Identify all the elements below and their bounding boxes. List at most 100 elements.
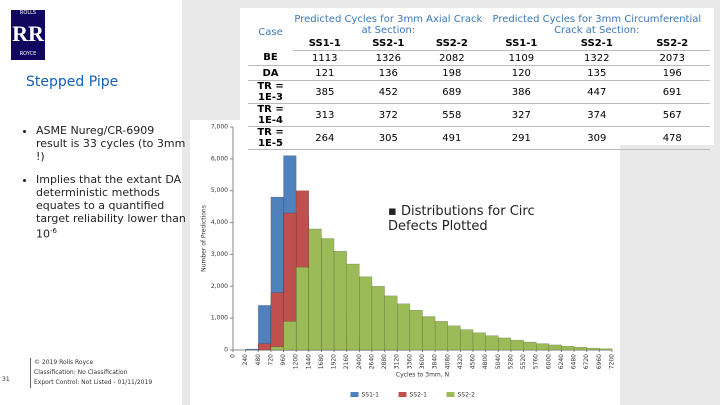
x-tick-label: 7200	[609, 354, 616, 369]
cell: 372	[356, 103, 421, 127]
bar	[359, 276, 373, 351]
bar	[599, 348, 613, 351]
table-row: TR = 1E-4 313 372 558 327 374 567	[248, 103, 710, 127]
bar	[270, 292, 284, 351]
bar	[409, 309, 423, 351]
legend-label: SS1-1	[362, 392, 380, 399]
header-cell: Case	[258, 26, 283, 38]
cell: 1113	[293, 50, 357, 66]
bar	[346, 263, 360, 351]
bar	[561, 345, 575, 351]
bar	[295, 266, 309, 351]
logo-mark: RR	[12, 21, 44, 46]
bar	[472, 332, 486, 351]
table-row: BE 1113 1326 2082 1109 1322 2073	[248, 50, 710, 66]
legend-swatch	[398, 392, 407, 397]
bar	[523, 341, 537, 351]
bar	[485, 335, 499, 351]
bar	[586, 347, 600, 351]
legend-label: SS2-2	[458, 392, 476, 399]
header-cell: Predicted Cycles for 3mm Circumferential…	[492, 14, 702, 36]
bullet: ASME Nureg/CR-6909 result is 33 cycles (…	[36, 124, 186, 163]
cell: 2073	[634, 50, 710, 66]
left-panel: ROLLS RR ROYCE Stepped Pipe ASME Nureg/C…	[0, 0, 186, 405]
y-tick-label: 3,000	[211, 251, 228, 258]
bar	[321, 238, 335, 351]
cell: 385	[293, 80, 357, 104]
table: Case Predicted Cycles for 3mm Axial Crack…	[248, 14, 710, 150]
bar	[270, 346, 284, 351]
x-tick-label: 4560	[470, 354, 477, 369]
x-tick-label: 4080	[444, 354, 451, 369]
header-cell: Predicted Cycles for 3mm Axial Crack at …	[294, 14, 483, 36]
x-tick-label: 1440	[305, 354, 312, 369]
bar	[283, 321, 297, 351]
cell: 567	[634, 103, 710, 127]
cell: 689	[420, 80, 484, 104]
footer-line: Classification: No Classification	[34, 369, 128, 376]
x-tick-label: 2160	[343, 354, 350, 369]
cell: 327	[483, 103, 560, 127]
cell: 305	[356, 126, 421, 150]
legend-swatch	[446, 392, 455, 397]
table-panel: Case Predicted Cycles for 3mm Axial Crack…	[240, 8, 714, 150]
table-row: TR = 1E-5 264 305 491 291 309 478	[248, 126, 710, 150]
y-tick-label: 2,000	[211, 283, 228, 290]
bullets: ASME Nureg/CR-6909 result is 33 cycles (…	[18, 124, 186, 251]
y-axis-title: Number of Predictions	[201, 205, 208, 272]
cell: 121	[293, 65, 357, 81]
cell: 1322	[559, 50, 635, 66]
cell: 374	[559, 103, 635, 127]
cell: 1326	[356, 50, 421, 66]
bar	[258, 305, 272, 351]
x-tick-label: 5760	[533, 354, 540, 369]
cell: 264	[293, 126, 357, 150]
x-tick-label: 2880	[381, 354, 388, 369]
x-tick-label: 1680	[318, 354, 325, 369]
bar	[447, 325, 461, 351]
x-tick-label: 720	[267, 354, 274, 366]
header-cell: SS2-1	[559, 36, 635, 51]
bar	[434, 321, 448, 351]
footer-line: Export Control: Not Listed - 01/11/2019	[34, 379, 153, 386]
cell: 2082	[420, 50, 484, 66]
cell: 291	[483, 126, 560, 150]
bullet-text: ASME Nureg/CR-6909 result is 33 cycles (…	[36, 124, 186, 163]
x-tick-label: 6480	[571, 354, 578, 369]
cell: 135	[559, 65, 635, 81]
header-cell: SS2-2	[634, 36, 710, 51]
cell: 478	[634, 126, 710, 150]
note: ▪ Distributions for Circ Defects Plotted	[388, 204, 535, 234]
bar	[536, 343, 550, 351]
header-row: SS1-1 SS2-1 SS2-2 SS1-1 SS2-1 SS2-2	[248, 36, 710, 51]
bar	[245, 348, 259, 351]
x-tick-label: 6000	[545, 354, 552, 369]
cell: 313	[293, 103, 357, 127]
y-tick-label: 0	[224, 347, 228, 354]
legend-swatch	[350, 392, 359, 397]
cell: 691	[634, 80, 710, 104]
x-tick-label: 6720	[583, 354, 590, 369]
cell: TR = 1E-3	[248, 80, 294, 104]
cell: 452	[356, 80, 421, 104]
header-cell: SS1-1	[483, 36, 560, 51]
x-tick-label: 3840	[432, 354, 439, 369]
x-tick-label: 480	[255, 354, 262, 366]
bar	[384, 295, 398, 351]
bar	[397, 303, 411, 351]
cell: 198	[420, 65, 484, 81]
y-tick-label: 5,000	[211, 187, 228, 194]
x-tick-label: 1200	[293, 354, 300, 369]
x-tick-label: 4800	[482, 354, 489, 369]
y-tick-label: 1,000	[211, 315, 228, 322]
header-cell: SS2-1	[356, 36, 421, 51]
bar	[548, 344, 562, 351]
logo: ROLLS RR ROYCE	[11, 10, 45, 60]
cell: 491	[420, 126, 484, 150]
x-tick-label: 4320	[457, 354, 464, 369]
x-tick-label: 3600	[419, 354, 426, 369]
bullet-text: Implies that the extant DA deterministic…	[36, 173, 186, 241]
bar	[573, 346, 587, 351]
cell: 196	[634, 65, 710, 81]
